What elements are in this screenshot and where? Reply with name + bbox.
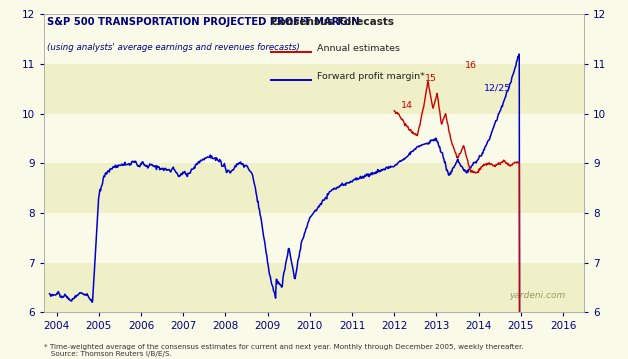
Text: * Time-weighted average of the consensus estimates for current and next year. Mo: * Time-weighted average of the consensus… <box>44 344 524 357</box>
Bar <box>44 263 584 312</box>
Text: 15: 15 <box>425 74 436 83</box>
Text: Consensus Forecasts: Consensus Forecasts <box>271 17 394 27</box>
Text: Forward profit margin*: Forward profit margin* <box>317 73 425 81</box>
Text: 12/25: 12/25 <box>484 84 511 93</box>
Text: 16: 16 <box>465 61 477 70</box>
Text: S&P 500 TRANSPORTATION PROJECTED PROFIT MARGIN: S&P 500 TRANSPORTATION PROJECTED PROFIT … <box>46 17 359 27</box>
Text: Annual estimates: Annual estimates <box>317 44 399 53</box>
Text: 14: 14 <box>401 101 413 110</box>
Text: yardeni.com: yardeni.com <box>509 292 565 300</box>
Text: (using analysts' average earnings and revenues forecasts): (using analysts' average earnings and re… <box>46 43 300 52</box>
Bar <box>44 163 584 213</box>
Bar <box>44 64 584 114</box>
